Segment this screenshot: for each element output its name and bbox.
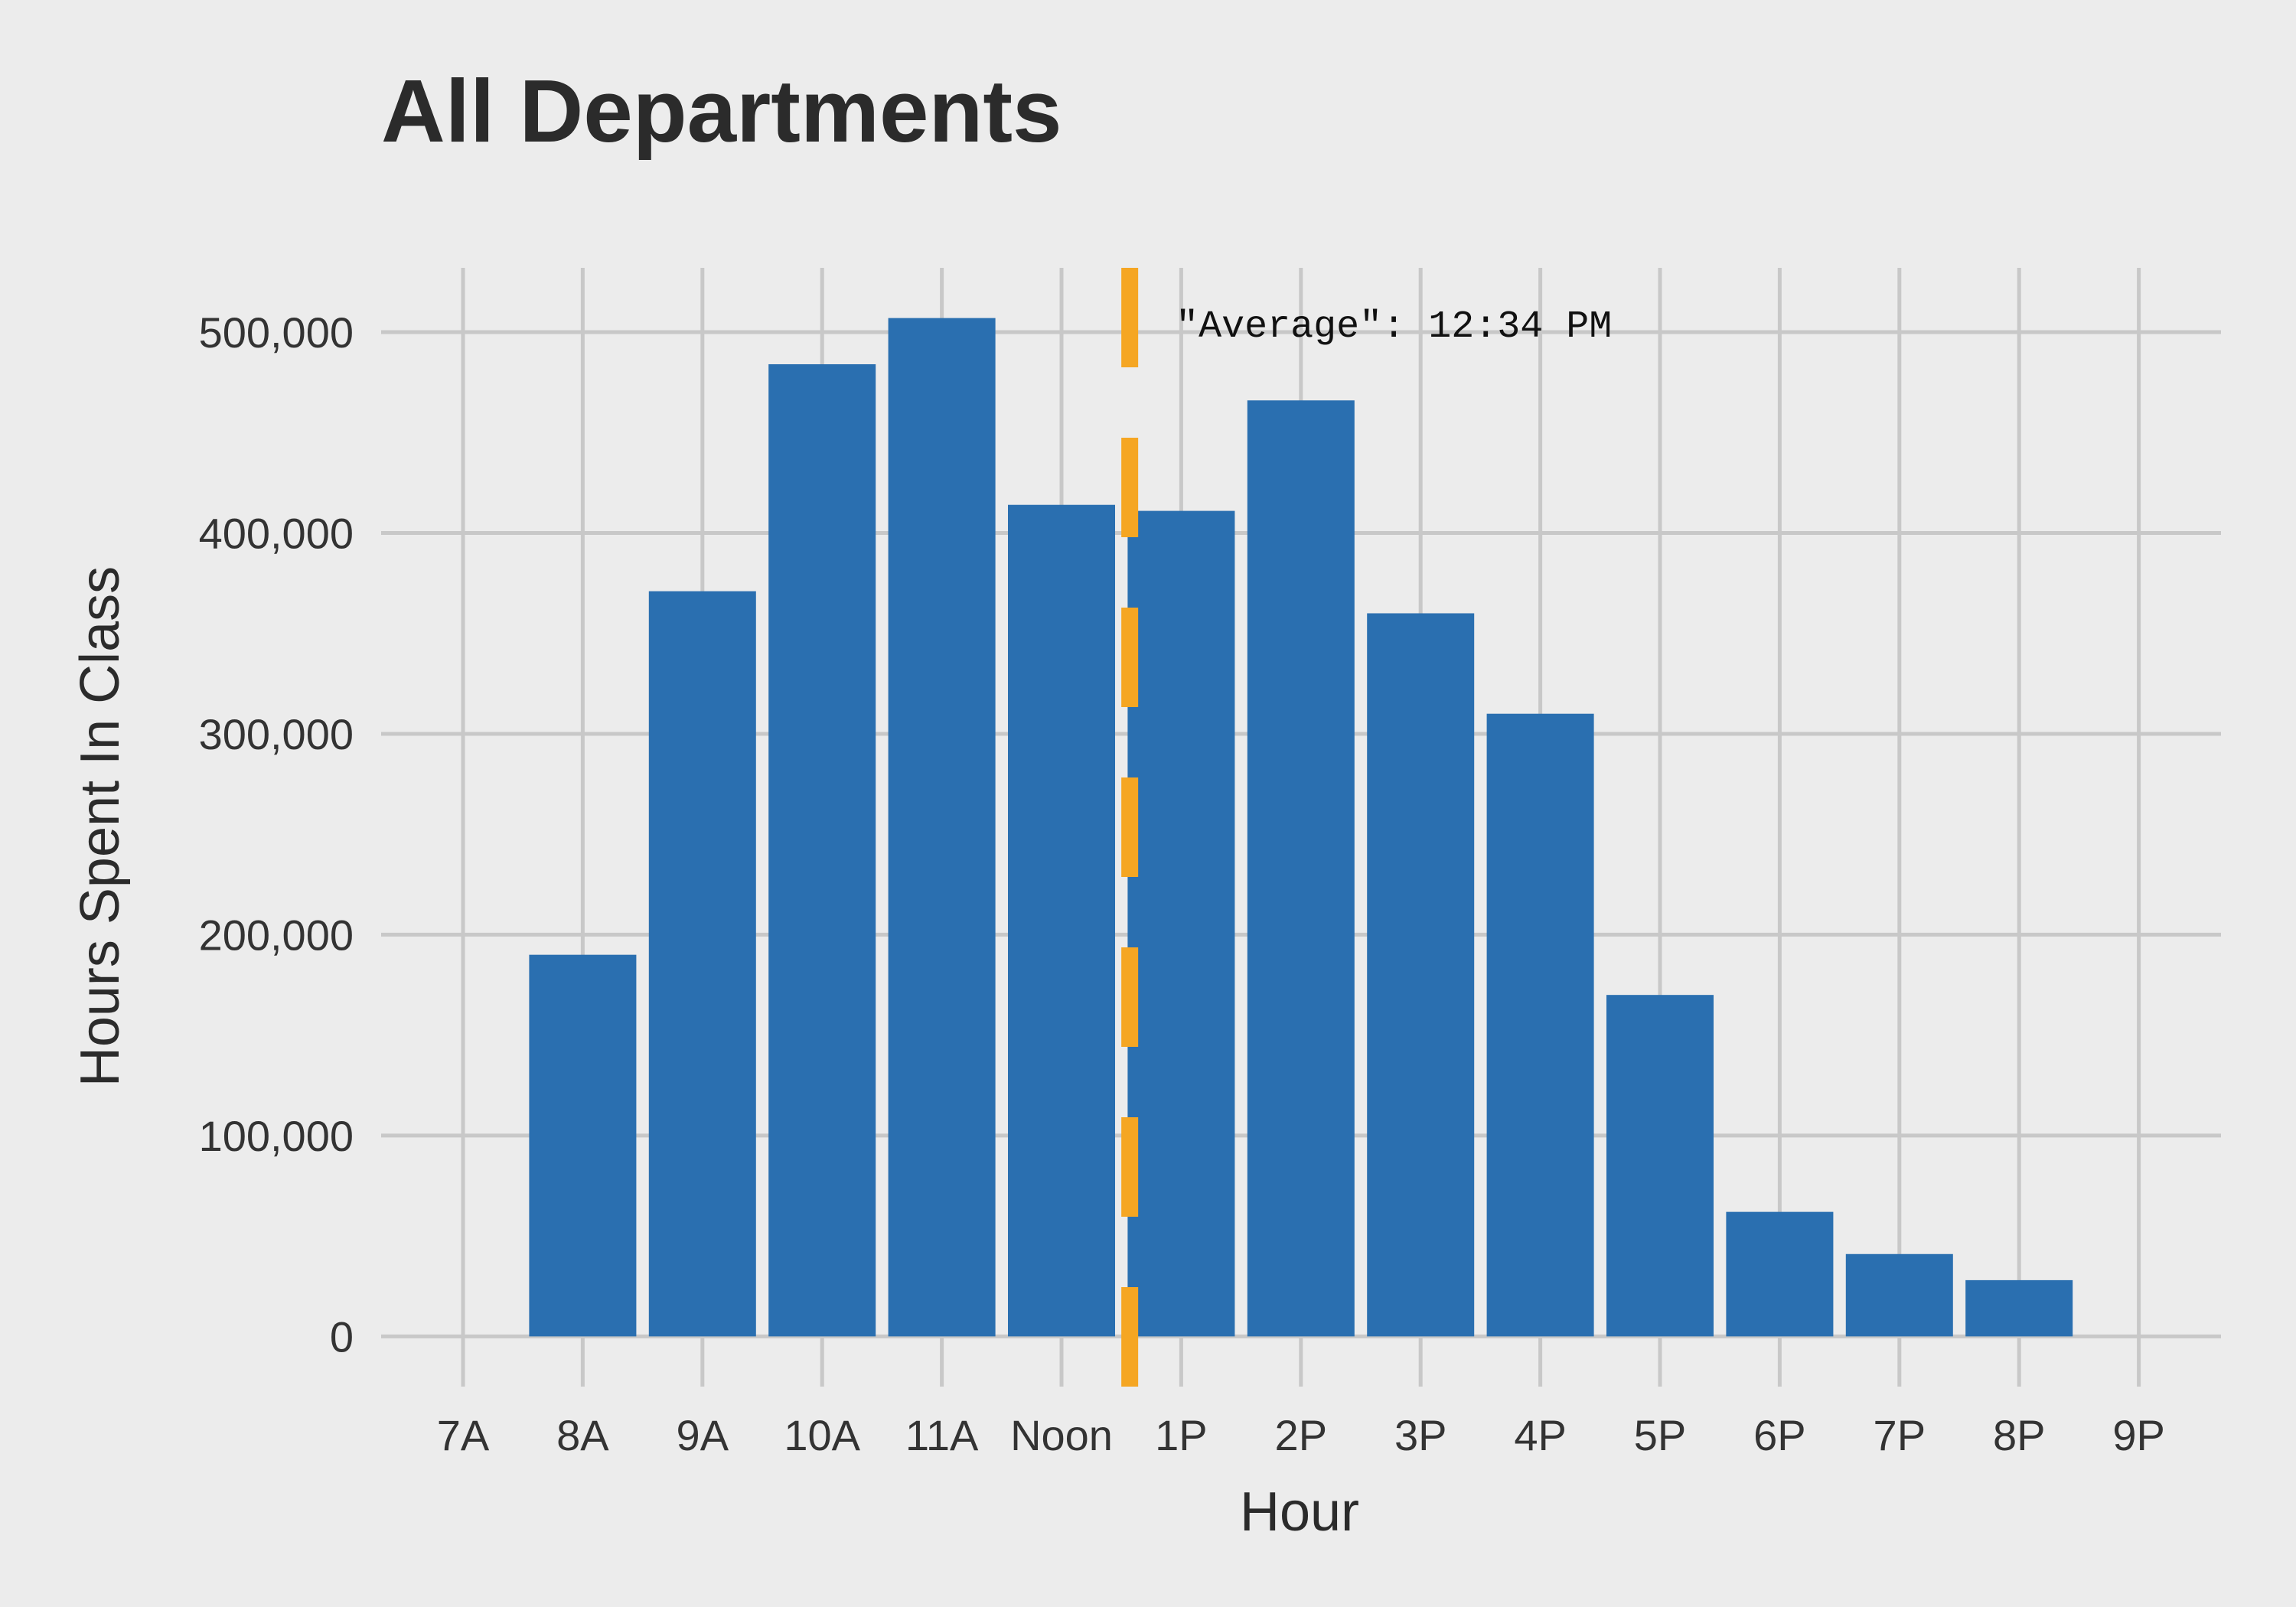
average-line-group: "Average": 12:34 PM	[1121, 268, 1612, 1387]
y-tick-label: 500,000	[199, 308, 354, 357]
y-tick-label: 300,000	[199, 710, 354, 758]
y-tick-label: 0	[330, 1312, 354, 1361]
bar	[1606, 995, 1714, 1337]
y-axis-label: Hours Spent In Class	[70, 566, 131, 1087]
y-tick-label: 200,000	[199, 911, 354, 959]
x-tick-label: Noon	[1010, 1411, 1113, 1459]
x-tick-label: 11A	[905, 1411, 979, 1459]
bar	[1008, 504, 1115, 1337]
x-tick-label: 10A	[784, 1411, 860, 1459]
x-tick-label: 5P	[1634, 1411, 1687, 1459]
y-axis-ticks: 0 100,000 200,000 300,000 400,000 500,000	[199, 308, 354, 1361]
x-tick-label: 8A	[556, 1411, 609, 1459]
average-annotation: "Average": 12:34 PM	[1176, 305, 1612, 349]
bar	[768, 363, 876, 1337]
bar	[1367, 613, 1475, 1337]
y-tick-label: 400,000	[199, 509, 354, 557]
x-axis-label: Hour	[1240, 1482, 1359, 1543]
bar	[1965, 1279, 2073, 1337]
bar	[1726, 1211, 1834, 1337]
bar	[529, 954, 637, 1337]
bar	[888, 318, 996, 1337]
bar	[1127, 510, 1235, 1337]
x-tick-label: 3P	[1394, 1411, 1447, 1459]
x-tick-label: 9A	[677, 1411, 729, 1459]
bar	[1247, 400, 1355, 1337]
bar	[1486, 713, 1594, 1337]
x-tick-label: 7A	[437, 1411, 490, 1459]
x-tick-label: 2P	[1275, 1411, 1328, 1459]
x-tick-label: 9P	[2112, 1411, 2165, 1459]
y-tick-label: 100,000	[199, 1112, 354, 1160]
bar	[1845, 1253, 1953, 1337]
x-tick-label: 7P	[1874, 1411, 1926, 1459]
bars	[529, 318, 2073, 1337]
x-tick-label: 4P	[1514, 1411, 1567, 1459]
bar	[648, 591, 756, 1337]
x-tick-label: 8P	[1993, 1411, 2046, 1459]
x-axis-ticks: 7A 8A 9A 10A 11A Noon 1P 2P 3P 4P 5P 6P 7P 8P 9P	[437, 1411, 2165, 1459]
x-tick-label: 6P	[1753, 1411, 1806, 1459]
x-tick-label: 1P	[1155, 1411, 1208, 1459]
chart-title: All Departments	[381, 61, 1062, 161]
